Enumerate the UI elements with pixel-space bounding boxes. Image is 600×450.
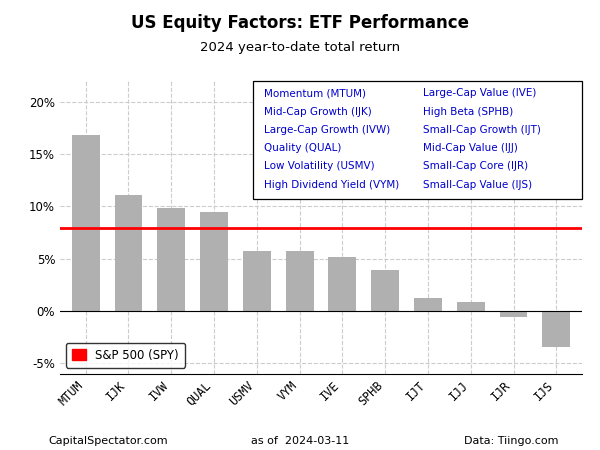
Bar [200,212,228,311]
Bar [328,256,356,311]
Text: Quality (QUAL): Quality (QUAL) [263,143,341,153]
Text: Large-Cap Value (IVE): Large-Cap Value (IVE) [423,88,536,98]
Text: as of  2024-03-11: as of 2024-03-11 [251,436,349,446]
Text: High Beta (SPHB): High Beta (SPHB) [423,107,513,117]
Text: Small-Cap Growth (IJT): Small-Cap Growth (IJT) [423,125,541,135]
Legend: S&P 500 (SPY): S&P 500 (SPY) [66,343,185,368]
Bar [157,208,185,311]
Text: CapitalSpectator.com: CapitalSpectator.com [48,436,167,446]
Bar [457,302,485,311]
Bar [371,270,399,311]
Text: Mid-Cap Growth (IJK): Mid-Cap Growth (IJK) [263,107,371,117]
Text: US Equity Factors: ETF Performance: US Equity Factors: ETF Performance [131,14,469,32]
FancyBboxPatch shape [253,81,582,199]
Text: Momentum (MTUM): Momentum (MTUM) [263,88,365,98]
Bar [542,311,570,347]
Text: Large-Cap Growth (IVW): Large-Cap Growth (IVW) [263,125,390,135]
Text: Small-Cap Value (IJS): Small-Cap Value (IJS) [423,180,532,190]
Text: 2024 year-to-date total return: 2024 year-to-date total return [200,40,400,54]
Bar [500,311,527,316]
Text: Mid-Cap Value (IJJ): Mid-Cap Value (IJJ) [423,143,518,153]
Bar [286,251,314,311]
Bar [72,135,100,311]
Text: Small-Cap Core (IJR): Small-Cap Core (IJR) [423,162,528,171]
Bar [243,251,271,311]
Text: High Dividend Yield (VYM): High Dividend Yield (VYM) [263,180,399,190]
Text: Data: Tiingo.com: Data: Tiingo.com [464,436,558,446]
Bar [115,195,142,311]
Text: Low Volatility (USMV): Low Volatility (USMV) [263,162,374,171]
Bar [414,298,442,311]
